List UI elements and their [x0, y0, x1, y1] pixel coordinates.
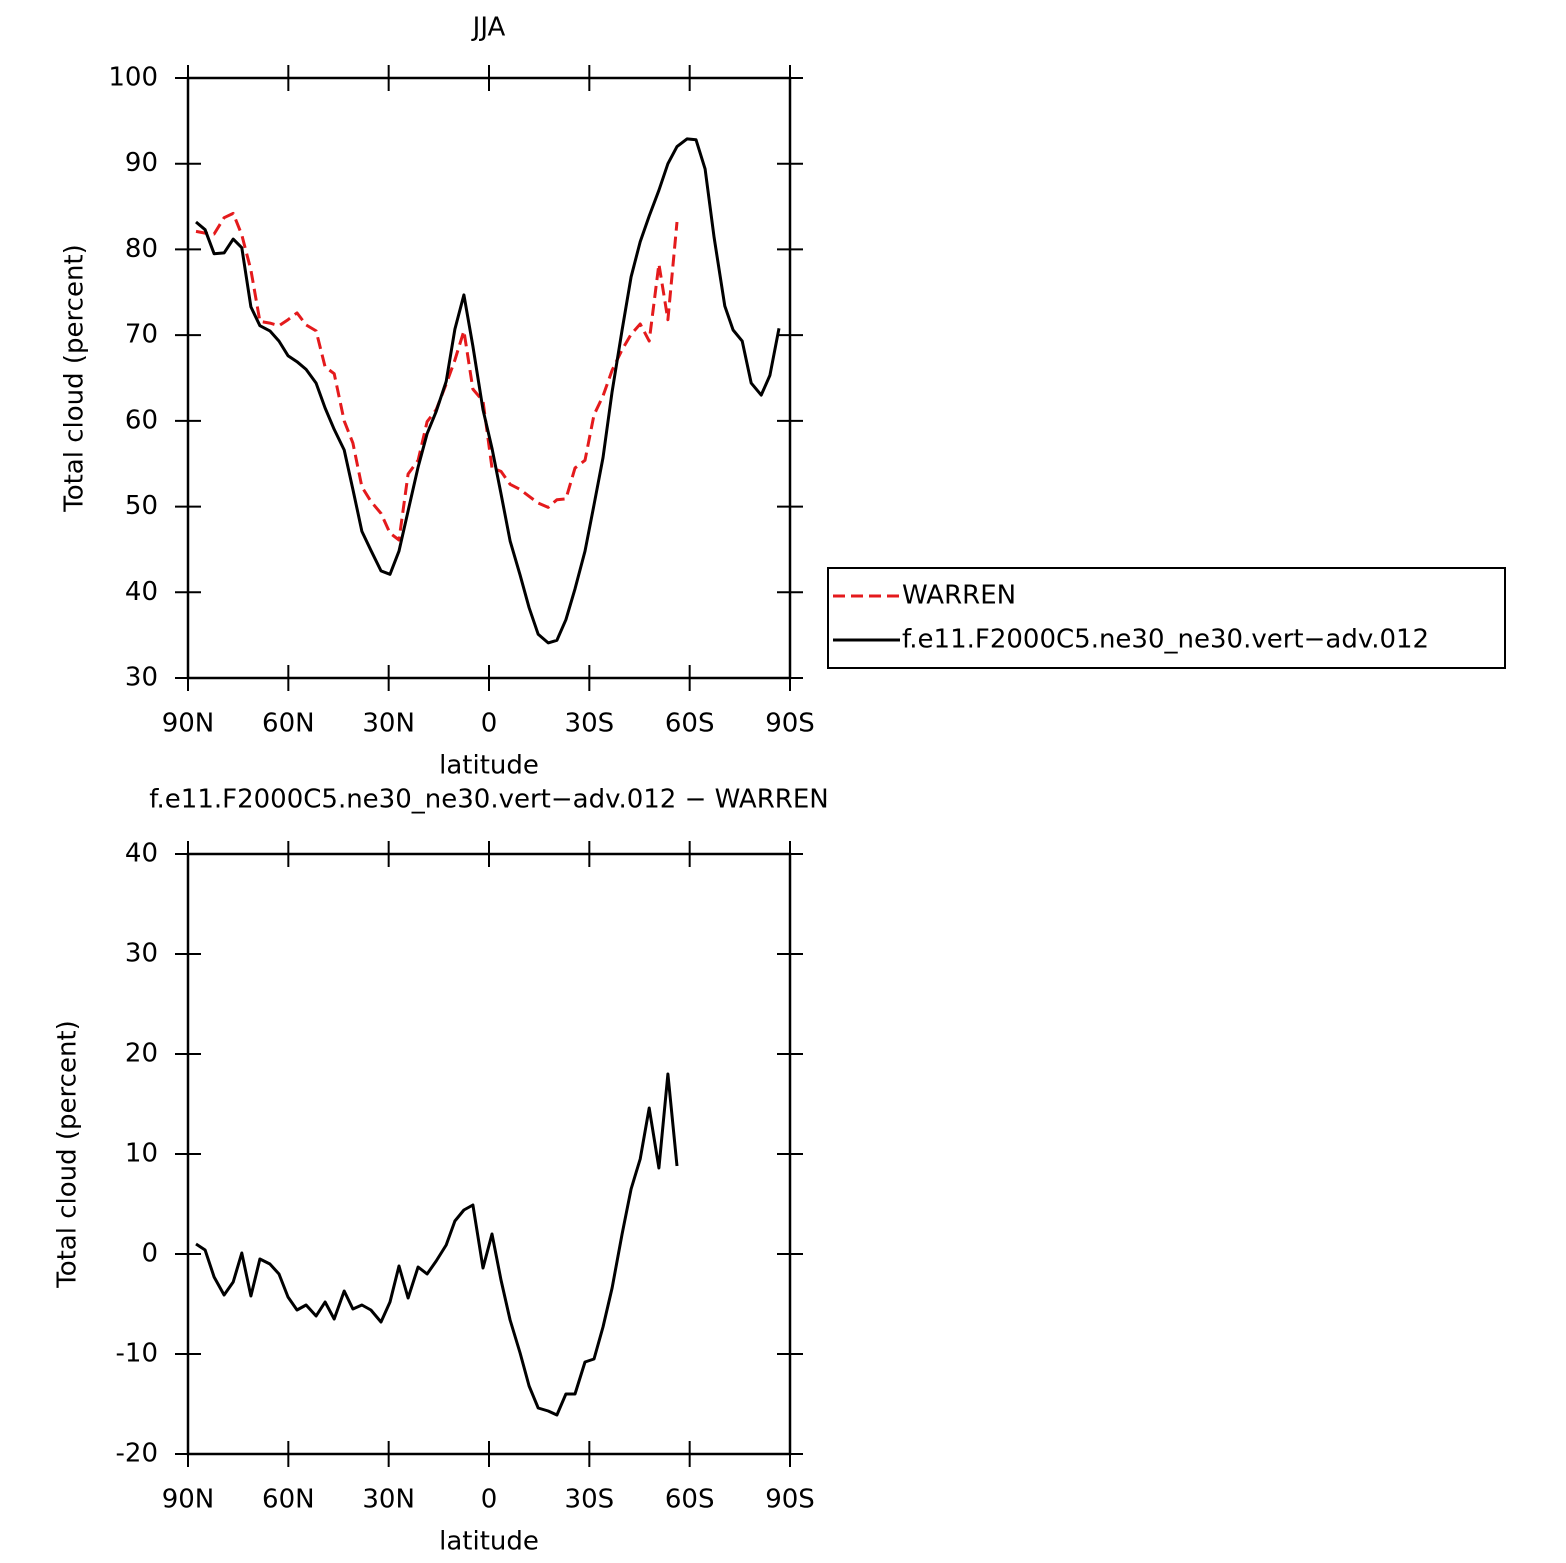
series-line	[195, 137, 781, 645]
legend-label: f.e11.F2000C5.ne30_ne30.vert−adv.012	[902, 625, 1429, 655]
plot-frame	[186, 852, 792, 1456]
y-tick-label: 30	[125, 663, 158, 693]
x-tick-label: 60N	[262, 1485, 315, 1515]
x-tick-label: 30N	[362, 1485, 415, 1515]
y-axis-label: Total cloud (percent)	[60, 244, 90, 513]
legend-box	[827, 567, 1506, 669]
x-tick-label: 30N	[362, 709, 415, 739]
x-tick-label: 60N	[262, 709, 315, 739]
y-tick-label: 20	[125, 1039, 158, 1069]
y-tick-label: 30	[125, 939, 158, 969]
x-tick-label: 90S	[765, 709, 815, 739]
plot-frame	[186, 76, 792, 680]
x-axis-label: latitude	[439, 751, 539, 781]
chart-panel: f.e11.F2000C5.ne30_ne30.vert−adv.012 − W…	[53, 785, 829, 1557]
series-line	[195, 1072, 679, 1417]
x-tick-label: 60S	[665, 709, 715, 739]
x-tick-label: 30S	[565, 709, 615, 739]
y-tick-label: 10	[125, 1139, 158, 1169]
legend-label: WARREN	[902, 581, 1016, 611]
x-tick-label: 0	[481, 709, 498, 739]
y-tick-label: 90	[125, 148, 158, 178]
x-axis-label: latitude	[439, 1527, 539, 1557]
chart-panel: JJA latitude Total cloud (percent) 90N 60N 30…	[60, 13, 1506, 781]
y-tick-label: -10	[116, 1339, 158, 1369]
y-tick-label: 40	[125, 577, 158, 607]
chart-title: f.e11.F2000C5.ne30_ne30.vert−adv.012 − W…	[149, 785, 828, 815]
y-tick-label: 80	[125, 234, 158, 264]
y-tick-label: 40	[125, 839, 158, 869]
chart-title: JJA	[471, 13, 506, 43]
x-tick-label: 90N	[162, 1485, 215, 1515]
x-tick-label: 0	[481, 1485, 498, 1515]
x-tick-label: 30S	[565, 1485, 615, 1515]
y-tick-label: 0	[141, 1239, 158, 1269]
x-tick-label: 90N	[162, 709, 215, 739]
y-tick-label: 100	[108, 63, 158, 93]
x-tick-label: 60S	[665, 1485, 715, 1515]
x-tick-label: 90S	[765, 1485, 815, 1515]
y-tick-label: 70	[125, 320, 158, 350]
y-tick-label: -20	[116, 1439, 158, 1469]
series-line	[195, 211, 679, 542]
y-axis-label: Total cloud (percent)	[53, 1020, 83, 1289]
y-tick-label: 60	[125, 405, 158, 435]
y-tick-label: 50	[125, 491, 158, 521]
